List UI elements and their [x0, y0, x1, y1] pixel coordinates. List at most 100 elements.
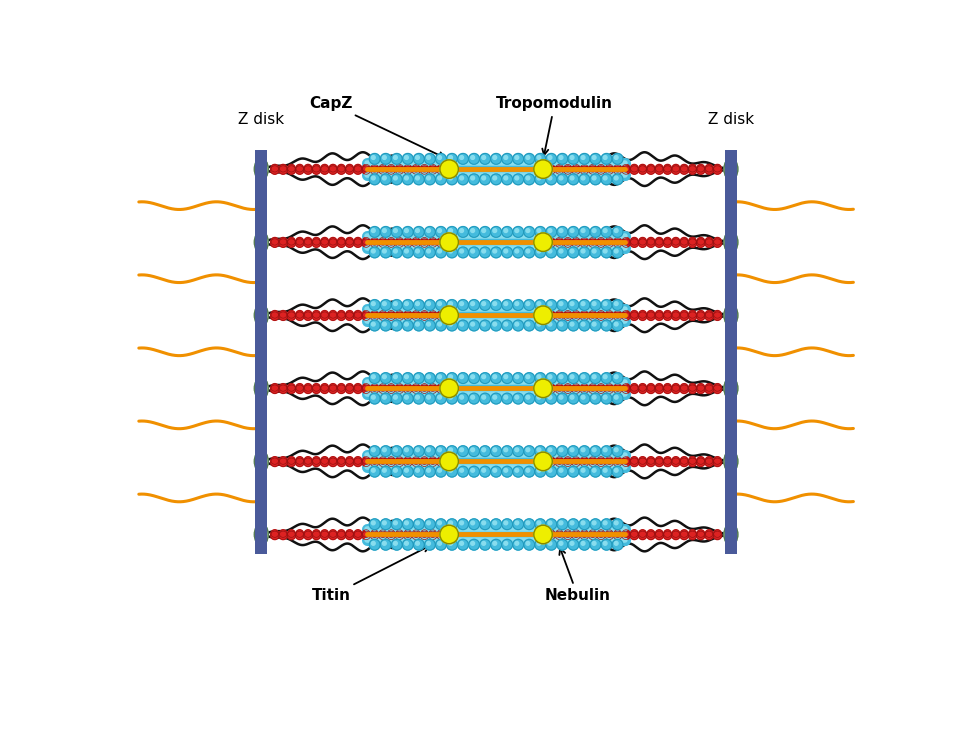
Circle shape — [270, 239, 279, 247]
Circle shape — [560, 521, 562, 525]
Circle shape — [446, 466, 457, 477]
Circle shape — [460, 301, 464, 306]
Circle shape — [394, 448, 397, 452]
Circle shape — [580, 385, 589, 393]
Circle shape — [438, 249, 441, 253]
Circle shape — [371, 164, 378, 172]
Circle shape — [590, 519, 601, 530]
Circle shape — [396, 384, 404, 391]
Circle shape — [688, 166, 697, 174]
Circle shape — [513, 226, 524, 237]
Circle shape — [501, 446, 512, 456]
Circle shape — [647, 310, 654, 318]
Circle shape — [504, 155, 507, 159]
Circle shape — [612, 539, 623, 550]
Circle shape — [713, 384, 721, 391]
Circle shape — [664, 237, 672, 245]
Circle shape — [480, 174, 491, 185]
Circle shape — [427, 176, 431, 180]
Circle shape — [548, 542, 552, 545]
Circle shape — [371, 458, 378, 466]
Text: Titin: Titin — [312, 546, 430, 604]
Circle shape — [405, 228, 408, 232]
Circle shape — [493, 521, 497, 525]
Circle shape — [597, 312, 605, 320]
Circle shape — [449, 542, 452, 545]
Circle shape — [382, 228, 386, 232]
Circle shape — [415, 542, 419, 545]
Circle shape — [501, 539, 512, 550]
Circle shape — [413, 446, 424, 456]
Circle shape — [597, 458, 605, 466]
Circle shape — [382, 176, 386, 180]
Circle shape — [412, 310, 420, 318]
Circle shape — [458, 320, 469, 331]
Circle shape — [304, 237, 312, 245]
Circle shape — [353, 531, 362, 539]
Circle shape — [362, 164, 370, 172]
Circle shape — [379, 384, 386, 391]
Circle shape — [482, 249, 486, 253]
Circle shape — [469, 299, 479, 310]
Circle shape — [504, 301, 507, 306]
Circle shape — [460, 396, 464, 399]
Circle shape — [362, 531, 371, 539]
Circle shape — [420, 385, 429, 393]
Circle shape — [380, 174, 391, 185]
Circle shape — [470, 322, 474, 326]
Circle shape — [470, 155, 474, 159]
Polygon shape — [543, 299, 731, 332]
Circle shape — [280, 457, 287, 464]
Circle shape — [491, 373, 501, 383]
Circle shape — [372, 155, 376, 159]
Circle shape — [547, 239, 556, 247]
Circle shape — [279, 166, 287, 174]
Circle shape — [482, 322, 486, 326]
Circle shape — [425, 519, 436, 530]
Circle shape — [655, 310, 663, 318]
Circle shape — [526, 322, 529, 326]
Polygon shape — [543, 372, 731, 405]
Circle shape — [663, 385, 672, 393]
Circle shape — [470, 374, 474, 379]
Circle shape — [421, 530, 428, 537]
Circle shape — [493, 542, 497, 545]
Circle shape — [557, 539, 567, 550]
Circle shape — [395, 458, 404, 466]
Circle shape — [320, 164, 328, 172]
Circle shape — [394, 155, 397, 159]
Circle shape — [369, 466, 380, 477]
Circle shape — [396, 457, 404, 464]
Circle shape — [706, 164, 712, 172]
Circle shape — [513, 373, 524, 383]
Circle shape — [425, 320, 436, 331]
Circle shape — [647, 531, 655, 539]
Circle shape — [458, 539, 469, 550]
Circle shape — [630, 531, 639, 539]
Circle shape — [369, 174, 380, 185]
Circle shape — [405, 155, 408, 159]
Circle shape — [597, 310, 605, 318]
Circle shape — [614, 237, 621, 245]
Circle shape — [547, 237, 555, 245]
Circle shape — [622, 237, 630, 245]
Circle shape — [526, 155, 529, 159]
Circle shape — [590, 247, 601, 258]
Circle shape — [590, 393, 601, 404]
Circle shape — [606, 237, 613, 245]
Circle shape — [458, 393, 469, 404]
Circle shape — [425, 299, 436, 310]
Circle shape — [589, 458, 597, 466]
Circle shape — [369, 247, 380, 258]
Circle shape — [415, 521, 419, 525]
Circle shape — [436, 519, 446, 530]
Circle shape — [371, 166, 378, 174]
Circle shape — [320, 531, 329, 539]
Circle shape — [372, 542, 376, 545]
Circle shape — [449, 521, 452, 525]
Circle shape — [681, 237, 688, 245]
Circle shape — [287, 458, 295, 466]
Circle shape — [590, 299, 601, 310]
Circle shape — [338, 164, 346, 172]
Circle shape — [615, 301, 619, 306]
